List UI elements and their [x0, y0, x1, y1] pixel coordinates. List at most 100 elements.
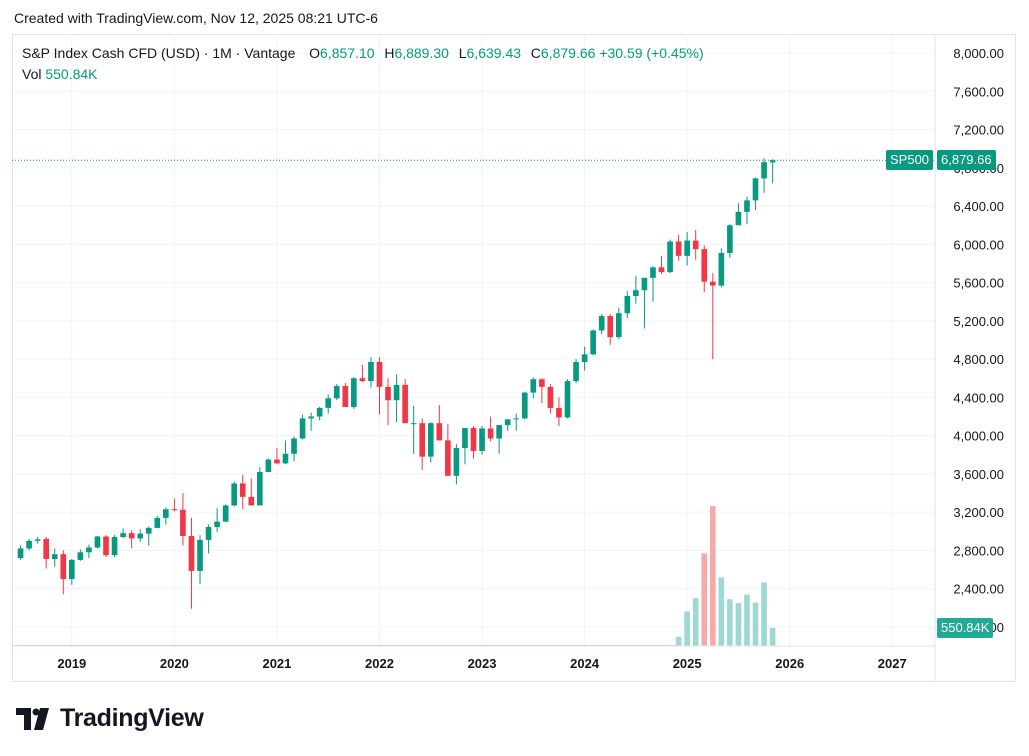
change-value: +30.59 (+0.45%) — [599, 45, 704, 61]
candle — [633, 275, 639, 304]
candle — [205, 524, 212, 554]
candle-body — [145, 527, 152, 534]
candle-body — [351, 378, 357, 407]
candle — [419, 418, 426, 471]
candle-body — [427, 423, 434, 457]
candle-body — [701, 249, 708, 282]
candle-body — [641, 277, 648, 291]
candle — [470, 426, 477, 459]
candle-body — [69, 559, 75, 580]
candle-body — [257, 471, 263, 506]
candle — [103, 535, 109, 558]
candle-body — [650, 267, 656, 278]
candle — [692, 230, 699, 260]
candle-body — [248, 496, 255, 506]
tradingview-brand[interactable]: TradingView — [16, 704, 204, 733]
candle-body — [735, 211, 742, 226]
candle-body — [60, 554, 67, 580]
candle — [487, 416, 494, 442]
candle — [308, 412, 314, 431]
candle — [222, 504, 229, 522]
candle — [590, 329, 596, 356]
time-tick-label: 2020 — [160, 656, 189, 671]
candle — [427, 422, 434, 463]
price-tick-label: 3,200.00 — [953, 505, 1004, 520]
candle — [462, 427, 468, 465]
candle — [60, 550, 67, 595]
candle-body — [607, 316, 614, 338]
candle-body — [718, 252, 725, 286]
candle-body — [316, 407, 323, 417]
volume-bar — [692, 598, 699, 646]
price-tag-ticker: SP500 — [890, 152, 930, 168]
candle — [333, 383, 340, 401]
candle-body — [393, 384, 400, 401]
candle — [69, 558, 75, 585]
candle — [727, 224, 733, 258]
candle-body — [120, 533, 126, 537]
candle — [34, 536, 41, 544]
candle — [145, 526, 152, 546]
price-tick-label: 2,800.00 — [953, 543, 1004, 558]
candle — [188, 517, 195, 609]
candle — [299, 414, 306, 440]
candle — [709, 273, 716, 360]
candle — [547, 383, 554, 414]
candle — [265, 458, 272, 472]
candle-body — [436, 423, 443, 441]
price-tick-label: 4,400.00 — [953, 390, 1004, 405]
candle — [43, 536, 50, 569]
candle-body — [419, 423, 426, 457]
candle — [650, 266, 656, 302]
price-tick-label: 3,600.00 — [953, 467, 1004, 482]
candle — [86, 544, 92, 559]
time-tick-label: 2024 — [570, 656, 600, 671]
volume-tag: 550.84K — [937, 617, 994, 638]
candle — [180, 493, 186, 546]
open-label: O — [309, 45, 321, 61]
price-tick-label: 4,000.00 — [953, 429, 1004, 444]
candle-body — [547, 386, 554, 408]
high-value: 6,889.30 — [394, 45, 449, 61]
candle-body — [325, 398, 332, 408]
candle-body — [137, 533, 144, 539]
chart-frame — [12, 34, 1016, 682]
price-tick-label: 5,200.00 — [953, 314, 1004, 329]
candle-body — [727, 225, 733, 253]
candle-body — [43, 538, 50, 559]
candle-body — [769, 160, 776, 163]
price-tag-value: 6,879.66 — [941, 152, 992, 168]
candle-body — [231, 483, 238, 506]
low-label: L — [458, 45, 467, 61]
price-axis: 2,000.002,400.002,800.003,200.003,600.00… — [953, 46, 1004, 635]
candle — [274, 448, 280, 465]
candle — [701, 245, 708, 293]
candle-body — [163, 509, 169, 518]
candle-body — [222, 505, 229, 522]
candle — [581, 346, 588, 371]
candle — [445, 424, 451, 476]
candle — [214, 508, 220, 533]
candle — [393, 374, 400, 423]
volume-bar — [718, 577, 725, 646]
open-value: 6,857.10 — [320, 45, 375, 61]
time-tick-label: 2022 — [365, 656, 394, 671]
time-tick-label: 2021 — [262, 656, 291, 671]
last-price-value-tag: 6,879.66 — [937, 150, 996, 171]
time-tick-label: 2027 — [878, 656, 907, 671]
candle — [615, 307, 622, 340]
tradingview-wordmark: TradingView — [60, 704, 204, 732]
close-label: C — [530, 45, 541, 61]
candlestick-chart[interactable]: 2,000.002,400.002,800.003,200.003,600.00… — [12, 34, 1016, 682]
candle-body — [333, 385, 340, 399]
candle-body — [487, 428, 494, 439]
candle-body — [34, 539, 41, 541]
candle-body — [291, 438, 297, 454]
price-tick-label: 5,600.00 — [953, 276, 1004, 291]
candle — [496, 425, 502, 454]
candle — [316, 406, 323, 421]
candle — [521, 391, 528, 420]
candle-body — [462, 427, 468, 449]
candle-body — [598, 316, 605, 331]
created-with-text: Created with TradingView.com, Nov 12, 20… — [14, 10, 378, 26]
